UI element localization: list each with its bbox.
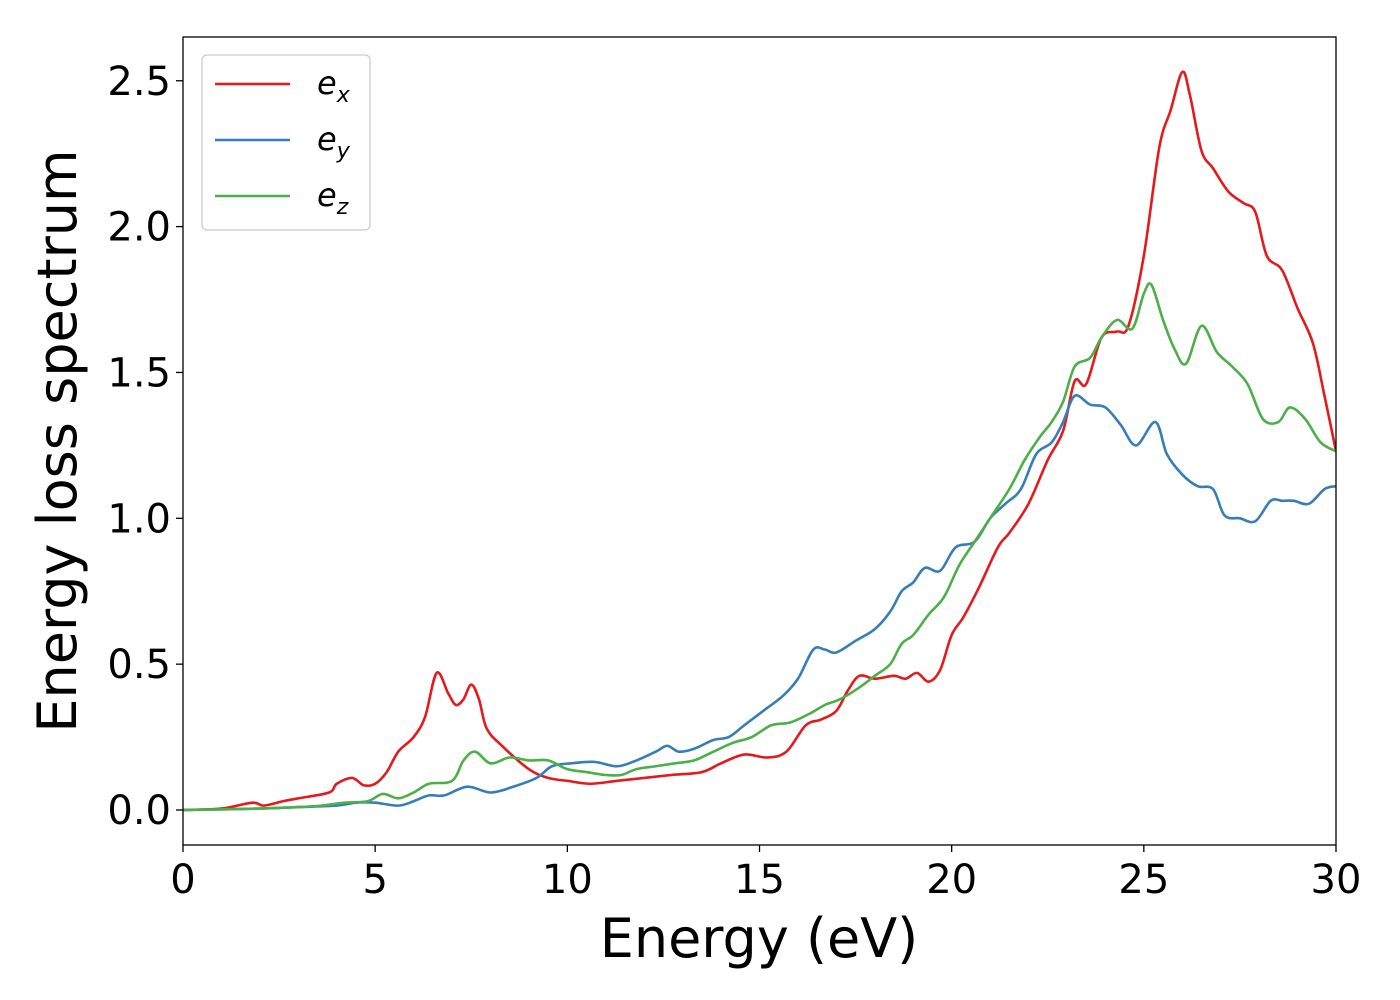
x-tick-label: 5 xyxy=(362,857,387,903)
series-line-e-y xyxy=(183,393,1336,812)
y-tick-label: 1.0 xyxy=(107,496,171,542)
y-tick-label: 1.5 xyxy=(107,350,171,396)
y-tick-label: 0.5 xyxy=(107,642,171,688)
legend-label: ey xyxy=(317,120,351,164)
legend: ex ey ez xyxy=(201,54,371,231)
legend-label: ez xyxy=(317,176,349,220)
y-tick-label: 2.5 xyxy=(107,59,171,105)
x-axis-title: Energy (eV) xyxy=(600,907,919,970)
y-tick-label: 0.0 xyxy=(107,788,171,834)
series-line-e-z xyxy=(183,282,1336,812)
x-tick-label: 10 xyxy=(542,857,593,903)
x-tick-label: 25 xyxy=(1118,857,1169,903)
x-tick-label: 20 xyxy=(926,857,977,903)
x-tick-label: 0 xyxy=(170,857,195,903)
legend-label: ex xyxy=(317,64,351,108)
y-tick-label: 2.0 xyxy=(107,205,171,251)
y-axis-title: Energy loss spectrum xyxy=(26,149,89,732)
x-tick-label: 15 xyxy=(734,857,785,903)
series-line-e-x xyxy=(183,70,1336,812)
legend-box xyxy=(201,54,371,231)
ticks-layer: 0 5 10 15 20 25 30 0.0 0.5 1.0 1.5 2.0 2.5 xyxy=(107,59,1361,903)
x-tick-label: 30 xyxy=(1311,857,1362,903)
series-layer xyxy=(183,70,1336,812)
